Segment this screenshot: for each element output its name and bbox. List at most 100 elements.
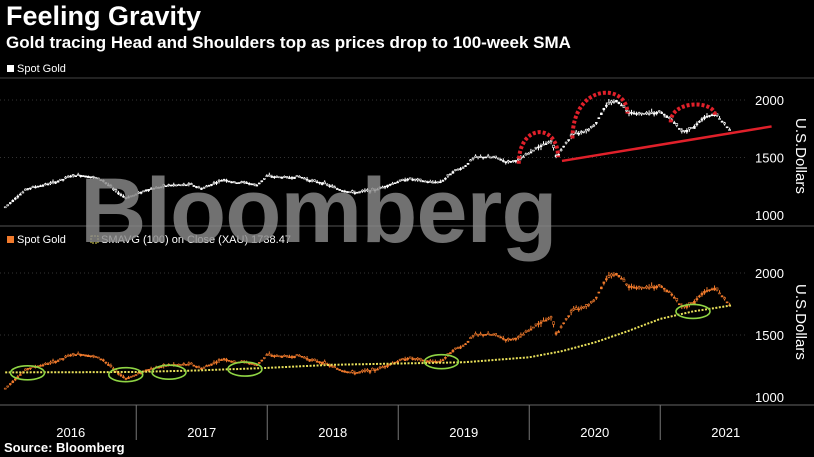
top-candle-bar [112, 187, 115, 192]
bottom-candle-bar [710, 287, 714, 291]
bottom-candle-bar [496, 335, 500, 338]
top-candle-bar [652, 111, 656, 117]
bottom-candle-bar [602, 281, 606, 286]
top-candle-bar [446, 174, 450, 178]
bottom-candle-bar [310, 358, 314, 362]
bottom-candle-bar [715, 287, 719, 292]
bottom-candle-bar [376, 367, 379, 371]
bottom-candle-bar [107, 362, 110, 367]
bottom-candle-bar [177, 363, 181, 366]
top-candle-bar [378, 186, 382, 190]
top-candle-bar [330, 184, 334, 189]
bottom-candle-bar [39, 364, 42, 367]
top-candle-bar [509, 160, 513, 163]
bottom-candle-bar [539, 319, 543, 328]
bottom-candle-bar [24, 368, 27, 371]
bottom-candle-bar [670, 292, 674, 297]
top-candle-bar [484, 156, 487, 159]
top-candle-bar [524, 152, 528, 156]
top-candle-bar [620, 103, 623, 107]
bottom-candle-bar [99, 358, 103, 361]
top-candle-bar [393, 182, 397, 184]
bottom-candle-bar [381, 365, 384, 369]
bottom-candle-bar [413, 357, 417, 361]
y-tick-labels: 1000 1500 2000 1000 1500 2000 [755, 93, 784, 405]
bottom-candle-bar [713, 285, 716, 291]
bottom-candle-bar [504, 339, 508, 343]
top-candle-bar [257, 182, 261, 185]
top-candle-bar [144, 189, 148, 192]
top-candle-bar [373, 188, 377, 193]
top-candle-bar [300, 176, 304, 179]
top-candle-bar [227, 180, 231, 183]
neckline [561, 125, 772, 163]
top-candle-bar [353, 190, 357, 195]
top-candle-bar [200, 187, 203, 191]
top-candle-bar [19, 192, 22, 196]
top-candle-bar [94, 176, 98, 179]
top-candle-bar [21, 190, 25, 194]
top-candle-bar [122, 194, 125, 198]
top-candle-bar [149, 186, 153, 190]
bottom-candle-bar [579, 305, 583, 311]
top-candle-bar [127, 195, 130, 199]
top-candle-bar [310, 178, 314, 183]
bottom-candle-bar [552, 321, 555, 328]
bottom-candle-bar [454, 347, 457, 350]
top-candle-bar [657, 110, 661, 114]
bottom-candle-bar [192, 364, 196, 367]
top-candle-bar [212, 180, 216, 185]
bottom-candle-bar [481, 334, 485, 338]
top-candle-bar [107, 182, 110, 187]
bottom-candle-bar [285, 354, 289, 358]
top-candle-bar [645, 111, 648, 116]
bottom-candle-bar [592, 298, 596, 303]
bottom-candle-bar [499, 335, 503, 339]
top-candle-bar [207, 184, 211, 187]
top-candle-bar [79, 174, 82, 178]
top-candle-bar [222, 178, 226, 182]
top-candle-bar [466, 162, 470, 165]
top-candle-bar [51, 179, 55, 185]
top-candle-bar [31, 185, 35, 188]
bottom-candle-bar [406, 357, 409, 361]
top-candle-bar [242, 180, 246, 185]
top-candle-bar [147, 189, 150, 192]
top-candle-bar [361, 189, 364, 193]
bottom-candle-bar [461, 344, 465, 348]
bottom-candle-bar [44, 362, 47, 366]
top-candle-bar [340, 190, 344, 193]
top-candle-bar [187, 182, 191, 187]
top-candle-bar [612, 99, 616, 104]
bottom-candle-bar [303, 356, 306, 359]
bottom-candle-bar [305, 355, 309, 361]
top-candle-bar [303, 177, 306, 180]
top-candle-bar [346, 191, 349, 194]
bottom-candle-bar [366, 368, 369, 373]
top-candle-bar [542, 141, 545, 146]
top-candle-bar [708, 115, 711, 118]
top-candle-bar [642, 113, 646, 115]
top-candle-bar [584, 128, 588, 134]
bottom-candle-bar [278, 355, 281, 358]
top-candle-bar [132, 194, 135, 197]
bottom-candle-bar [615, 272, 618, 276]
bottom-candle-bar [195, 365, 198, 369]
top-candle-bar [137, 191, 140, 194]
top-candle-bar [720, 120, 724, 123]
bottom-candle-bar [522, 332, 525, 336]
bottom-candle-bar [720, 295, 724, 298]
bottom-candle-bar [562, 322, 565, 325]
bottom-candle-bar [577, 306, 581, 312]
bottom-candle-bar [320, 361, 324, 366]
top-candle-bar [29, 187, 32, 191]
touch-circle-3 [151, 364, 187, 381]
top-candle-bar [635, 111, 638, 116]
top-candle-bar [705, 113, 709, 119]
top-candle-bar [197, 185, 201, 189]
top-candle-bar [549, 139, 553, 145]
bottom-candle-bar [421, 359, 425, 362]
sma-100-series [5, 304, 732, 374]
